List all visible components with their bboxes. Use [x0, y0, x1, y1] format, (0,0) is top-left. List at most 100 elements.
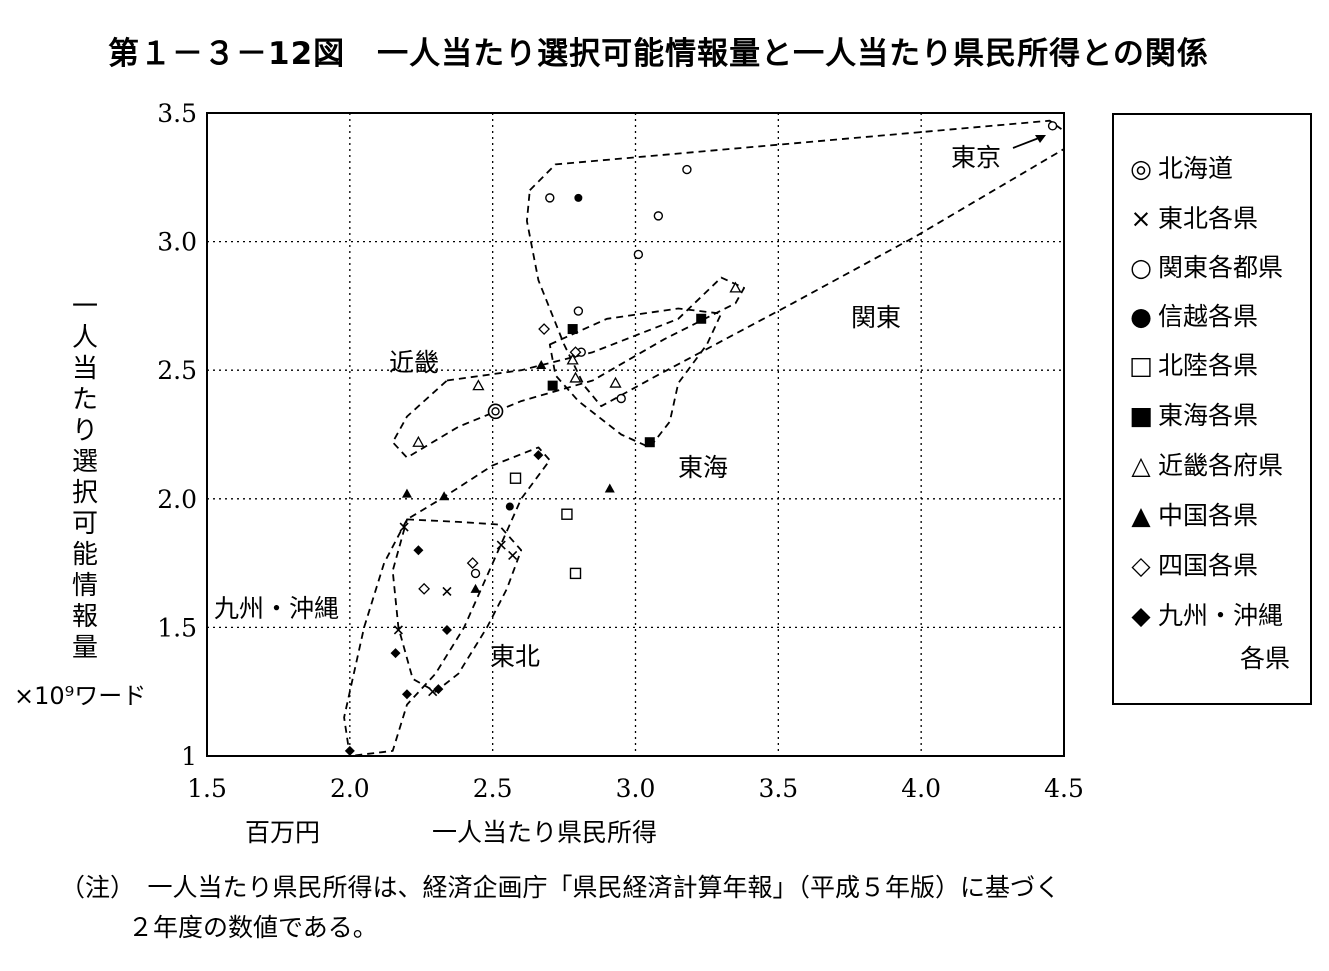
y-axis-label: 一人当たり選択可能情報量	[71, 292, 98, 663]
x-tick-label: 4.5	[1044, 774, 1084, 803]
legend-item-tohoku: × 東北各県	[1128, 199, 1259, 235]
x-tick-label: 2.0	[330, 774, 370, 803]
legend-item-hokkaido: ◎ 北海道	[1128, 149, 1233, 185]
data-point	[574, 193, 583, 202]
region-tohoku	[391, 518, 523, 693]
legend-label: 東北各県	[1158, 204, 1259, 233]
scatter-chart: 1.5 2.0 2.5 3.0 3.5 4.0 4.5 1 1.5 2.0 2.5 3.0 3.5 東京関…	[157, 99, 1084, 803]
region-kanto	[526, 119, 1065, 408]
legend-label: 四国各県	[1158, 551, 1259, 580]
legend-label: 中国各県	[1158, 501, 1259, 530]
tokyo-arrowhead	[1035, 135, 1046, 143]
data-point	[401, 689, 412, 700]
data-point	[567, 324, 578, 335]
y-tick-label: 1	[181, 742, 197, 771]
x-tick-label: 2.5	[473, 774, 513, 803]
data-point	[573, 306, 584, 316]
region-label: 九州・沖縄	[214, 594, 339, 623]
legend-item-kanto: ○ 関東各都県	[1128, 248, 1283, 284]
region-label: 関東	[851, 303, 901, 332]
plot-frame	[206, 112, 1065, 757]
data-point	[472, 379, 485, 391]
data-point	[470, 568, 481, 579]
region-tokai	[548, 307, 723, 449]
footnote-line-1: （注） 一人当たり県民所得は、経済企画庁「県民経済計算年報」（平成５年版）に基づ…	[60, 873, 1061, 902]
region-kyushu	[343, 446, 551, 757]
cross-icon: ×	[1130, 204, 1152, 233]
data-point	[566, 353, 579, 365]
data-point	[538, 323, 551, 335]
data-point	[433, 684, 444, 695]
data-point	[509, 472, 522, 484]
data-point	[466, 557, 479, 570]
data-point	[393, 625, 403, 635]
data-point	[505, 502, 514, 511]
legend-label: 信越各県	[1158, 302, 1259, 331]
data-point	[561, 508, 573, 520]
data-point	[399, 522, 409, 532]
data-point	[344, 745, 355, 756]
data-point	[439, 491, 450, 501]
data-point-inner	[491, 407, 500, 416]
y-tick-label: 1.5	[157, 613, 197, 642]
legend-label: 近畿各府県	[1158, 451, 1284, 480]
legend-label: 北海道	[1158, 154, 1234, 183]
data-point	[413, 545, 424, 556]
filled-square-icon: ■	[1129, 401, 1153, 430]
data-point	[633, 249, 644, 260]
region-label: 東北	[490, 642, 540, 671]
region-label: 近畿	[389, 348, 439, 377]
filled-circle-icon: ●	[1130, 302, 1152, 331]
x-tick-label: 3.0	[616, 774, 656, 803]
data-point	[729, 281, 742, 293]
y-tick-label: 3.5	[157, 99, 197, 128]
data-point	[536, 360, 547, 370]
legend-item-shikoku: ◇ 四国各県	[1128, 546, 1258, 582]
data-point	[442, 586, 452, 596]
x-axis-label: 一人当たり県民所得	[432, 818, 658, 847]
data-point	[412, 435, 425, 447]
y-tick-label: 3.0	[157, 228, 197, 257]
data-point	[441, 624, 452, 635]
footnote-line-2: ２年度の数値である。	[128, 913, 378, 942]
data-point	[418, 582, 431, 595]
page-title: 第１－３－12図 一人当たり選択可能情報量と一人当たり県民所得との関係	[108, 36, 1209, 72]
data-point	[569, 346, 582, 359]
filled-diamond-icon: ◆	[1131, 601, 1151, 630]
square-icon: □	[1129, 351, 1153, 380]
data-point	[604, 483, 615, 493]
data-point	[616, 393, 626, 404]
data-point	[653, 211, 664, 221]
circle-icon: ○	[1130, 253, 1152, 282]
x-tick-label: 4.0	[901, 774, 941, 803]
legend-item-hokuriku: □ 北陸各県	[1128, 346, 1258, 382]
region-kinki	[391, 276, 745, 459]
legend-item-shinetsu: ● 信越各県	[1128, 297, 1258, 333]
legend-item-kinki: △ 近畿各府県	[1128, 446, 1283, 482]
double-circle-icon: ◎	[1130, 154, 1152, 183]
data-point	[644, 437, 655, 448]
legend-item-kyushu-continuation: 各県	[1240, 644, 1291, 673]
y-tick-label: 2.0	[157, 485, 197, 514]
legend: ◎ 北海道 × 東北各県 ○ 関東各都県 ● 信越各県 □ 北陸各県 ■ 東海各県 △ 近畿各…	[1112, 113, 1312, 705]
data-point	[609, 376, 622, 388]
region-label: 東京	[951, 143, 1001, 172]
diamond-icon: ◇	[1131, 551, 1151, 580]
legend-label: 九州・沖縄	[1158, 601, 1284, 630]
legend-item-chugoku: ▲ 中国各県	[1128, 496, 1258, 532]
data-point	[496, 540, 506, 550]
data-point	[508, 550, 518, 560]
y-tick-label: 2.5	[157, 356, 197, 385]
y-axis-unit: ×10⁹ワード	[14, 682, 147, 710]
region-label: 東海	[678, 453, 728, 482]
legend-item-tokai: ■ 東海各県	[1128, 396, 1258, 432]
data-point	[696, 313, 707, 324]
data-point	[569, 567, 582, 580]
data-point	[401, 488, 412, 498]
data-point	[545, 193, 555, 203]
data-point	[1047, 121, 1058, 131]
data-point	[682, 164, 692, 175]
triangle-icon: △	[1131, 451, 1151, 480]
legend-item-kyushu: ◆ 九州・沖縄	[1128, 596, 1283, 632]
legend-label: 北陸各県	[1158, 351, 1259, 380]
